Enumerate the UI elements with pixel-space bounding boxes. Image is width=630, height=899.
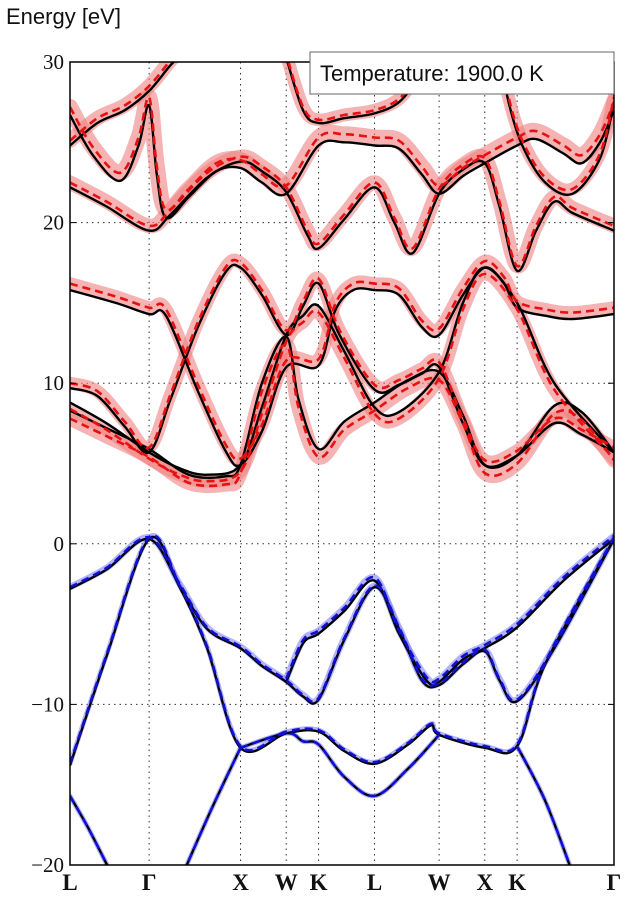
conduction-band-reference-line bbox=[70, 62, 176, 147]
y-tick-label: −10 bbox=[31, 692, 64, 716]
conduction-band-temperature-line bbox=[70, 259, 614, 461]
legend-text: Temperature: 1900.0 K bbox=[320, 61, 544, 86]
y-tick-label: 20 bbox=[43, 211, 64, 235]
y-axis-label: Energy [eV] bbox=[6, 4, 121, 29]
k-point-label: L bbox=[367, 870, 382, 895]
conduction-band-reference-line bbox=[70, 266, 614, 476]
y-tick-label: 10 bbox=[43, 371, 64, 395]
k-point-label: W bbox=[428, 870, 451, 895]
valence-band-temperature-line bbox=[70, 795, 109, 865]
conduction-band-temperature-line bbox=[70, 272, 614, 483]
valence-band-temperature-line bbox=[240, 731, 441, 798]
valence-band-temperature-line bbox=[285, 534, 614, 684]
valence-band-temperature-line bbox=[185, 747, 242, 865]
k-point-label: K bbox=[508, 870, 526, 895]
conduction-band-temperature-line bbox=[70, 258, 614, 464]
conduction-band-temperature-line bbox=[70, 95, 614, 212]
legend: Temperature: 1900.0 K bbox=[309, 51, 615, 95]
k-point-label: W bbox=[275, 870, 298, 895]
valence-band-temperature-line bbox=[70, 534, 614, 765]
legend-box bbox=[309, 51, 615, 95]
k-point-label: K bbox=[310, 870, 328, 895]
k-point-label: L bbox=[62, 870, 77, 895]
k-point-label: Γ bbox=[142, 870, 157, 895]
valence-band-temperature-line bbox=[515, 745, 572, 865]
y-tick-label: 0 bbox=[54, 532, 65, 556]
conduction-band-temperature-line bbox=[70, 343, 614, 488]
valence-band-reference-line bbox=[285, 538, 614, 687]
k-point-label: Γ bbox=[607, 870, 622, 895]
valence-band-reference-line bbox=[70, 535, 614, 766]
conduction-band-reference-line bbox=[70, 159, 614, 273]
y-tick-label: −20 bbox=[31, 853, 64, 877]
conduction-band-reference-line bbox=[70, 335, 614, 480]
valence-band-temperature-line bbox=[70, 536, 614, 704]
k-point-label: X bbox=[232, 870, 249, 895]
y-tick-label: 30 bbox=[43, 50, 64, 74]
valence-band-uncertainty-band bbox=[70, 534, 614, 706]
conduction-band-temperature-line bbox=[287, 62, 424, 122]
conduction-band-reference-line bbox=[70, 103, 614, 220]
y-ticks: −20 −10 0 10 20 30 bbox=[31, 50, 614, 877]
conduction-band-temperature-line bbox=[70, 62, 171, 142]
k-point-label: X bbox=[476, 870, 493, 895]
bands bbox=[70, 62, 614, 865]
